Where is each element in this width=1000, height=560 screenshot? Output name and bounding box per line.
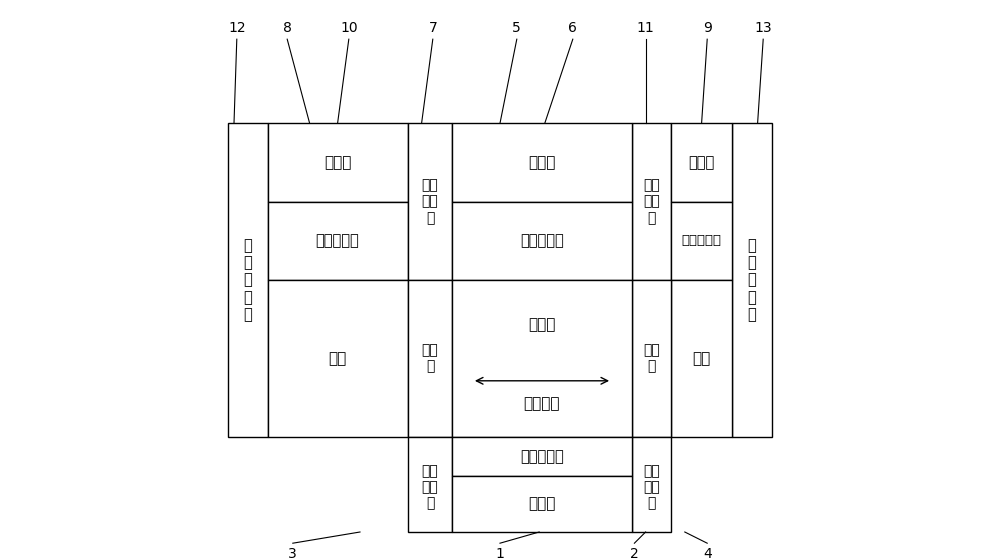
Bar — [732, 123, 772, 437]
Bar — [671, 280, 732, 437]
Text: 漏极介质层: 漏极介质层 — [682, 234, 722, 248]
Text: 栅电极: 栅电极 — [528, 497, 556, 511]
Text: 漏区: 漏区 — [692, 351, 711, 366]
Bar — [632, 437, 671, 532]
Bar — [632, 280, 671, 437]
Text: 13: 13 — [754, 21, 772, 35]
Text: 10: 10 — [340, 21, 358, 35]
Text: 源电极: 源电极 — [324, 155, 351, 170]
Bar — [452, 280, 632, 437]
Bar — [268, 123, 408, 202]
Bar — [268, 280, 408, 437]
Text: 5: 5 — [512, 21, 521, 35]
Bar — [452, 202, 632, 280]
Bar — [452, 123, 632, 202]
Text: 3: 3 — [288, 548, 297, 560]
Text: 6: 6 — [568, 21, 577, 35]
Text: 7: 7 — [428, 21, 437, 35]
Text: 隔离
介质
层: 隔离 介质 层 — [643, 179, 660, 225]
Text: 源极介质层: 源极介质层 — [316, 234, 359, 248]
Bar — [268, 202, 408, 280]
Bar — [671, 202, 732, 280]
Bar — [671, 123, 732, 202]
Text: 隔离
介质
层: 隔离 介质 层 — [422, 179, 438, 225]
Text: 栅电极: 栅电极 — [528, 155, 556, 170]
Text: 栅极介质层: 栅极介质层 — [520, 449, 564, 464]
Bar — [452, 476, 632, 532]
Text: 9: 9 — [703, 21, 712, 35]
Text: 源区: 源区 — [328, 351, 347, 366]
Text: 11: 11 — [637, 21, 654, 35]
Text: 漏电极: 漏电极 — [688, 155, 715, 170]
Text: 源
端
侧
电
极: 源 端 侧 电 极 — [244, 237, 252, 323]
Bar — [632, 123, 671, 280]
Text: 2: 2 — [630, 548, 639, 560]
Text: 漏
端
侧
电
极: 漏 端 侧 电 极 — [748, 237, 756, 323]
Bar — [228, 123, 268, 437]
Text: 扩展
区: 扩展 区 — [422, 343, 438, 374]
Text: 4: 4 — [703, 548, 712, 560]
Bar — [408, 280, 452, 437]
Text: 8: 8 — [283, 21, 292, 35]
Bar — [408, 123, 452, 280]
Text: 隔离
介质
层: 隔离 介质 层 — [643, 464, 660, 510]
Text: 沟道方向: 沟道方向 — [524, 396, 560, 410]
Text: 隔离
介质
层: 隔离 介质 层 — [422, 464, 438, 510]
Text: 12: 12 — [228, 21, 246, 35]
Text: 栅极介质层: 栅极介质层 — [520, 234, 564, 248]
Text: 1: 1 — [496, 548, 504, 560]
Bar — [408, 437, 452, 532]
Text: 沟道区: 沟道区 — [528, 318, 556, 332]
Text: 扩展
区: 扩展 区 — [643, 343, 660, 374]
Bar — [452, 437, 632, 476]
